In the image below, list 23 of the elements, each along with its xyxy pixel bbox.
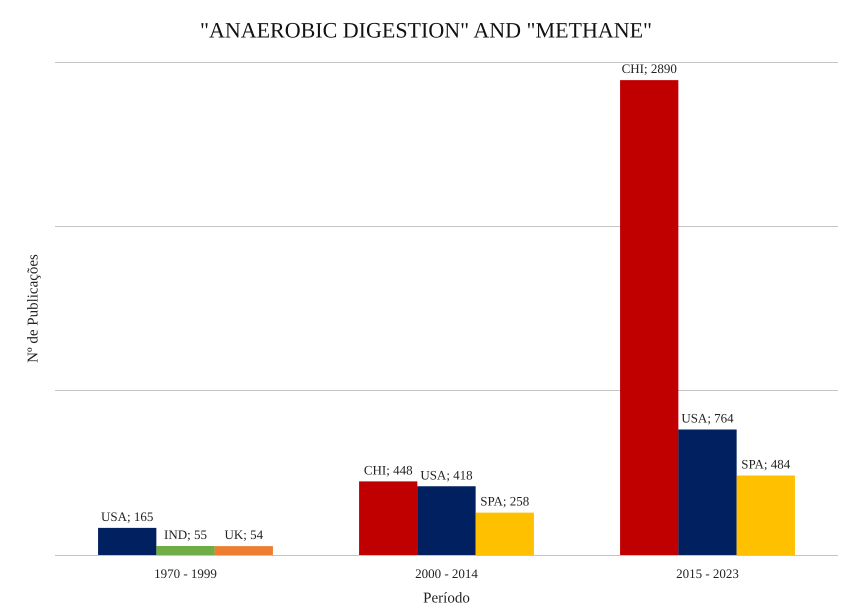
data-label: SPA; 258 [480,494,530,509]
x-tick-label: 1970 - 1999 [154,566,217,581]
bar [214,546,273,555]
data-label: SPA; 484 [741,456,791,472]
x-tick-label: 2000 - 2014 [415,566,478,581]
chart-title: "ANAEROBIC DIGESTION" AND "METHANE" [200,18,652,42]
data-label: USA; 165 [101,508,154,524]
bar [359,481,418,555]
x-tick-label: 2015 - 2023 [676,566,739,581]
data-label: USA; 418 [420,467,473,482]
data-label: CHI; 448 [364,462,413,478]
bar [620,80,678,555]
data-label: IND; 55 [164,526,207,542]
data-label: UK; 54 [224,527,264,542]
y-axis-title: Nº de Publicações [26,254,42,363]
data-label: USA; 764 [681,410,734,426]
bar [476,512,534,555]
bar [736,475,795,555]
data-label: CHI; 2890 [622,61,677,76]
bar [678,429,737,555]
x-axis-title: Período [423,590,470,606]
bar [417,486,476,555]
bar [156,546,215,555]
